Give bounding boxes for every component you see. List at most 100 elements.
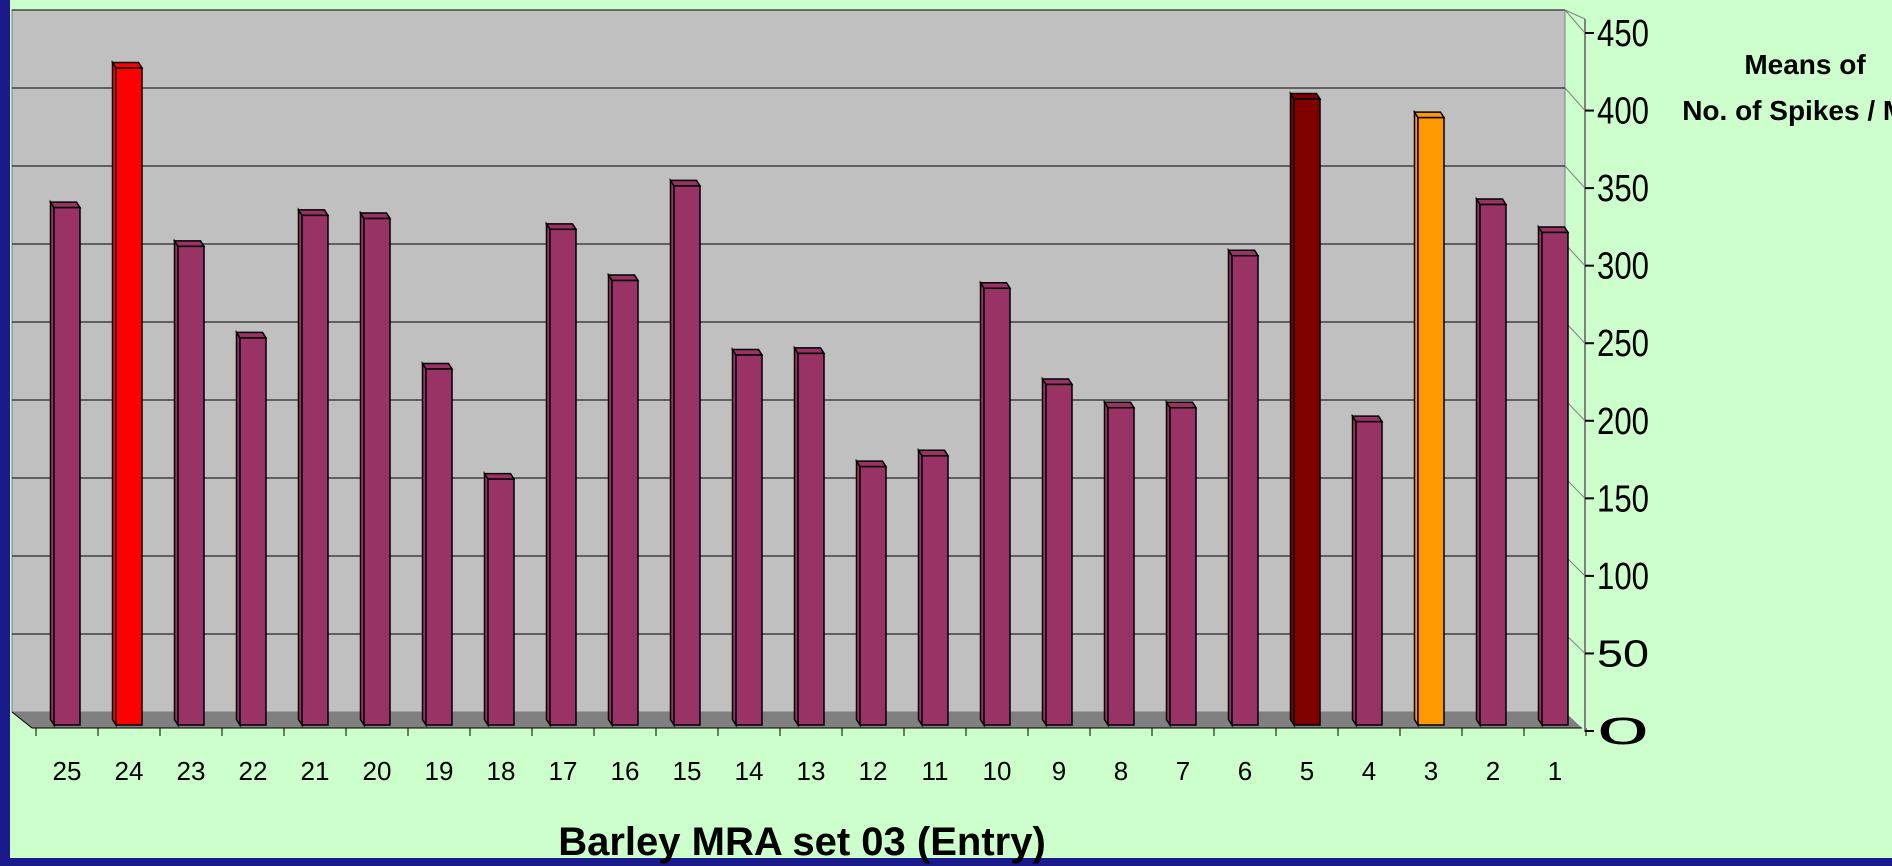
bar-top bbox=[297, 209, 330, 217]
bar-front bbox=[1293, 98, 1321, 726]
bar-1 bbox=[1537, 224, 1570, 728]
y-tick-label: 350 bbox=[1597, 168, 1649, 210]
x-tick-label: 18 bbox=[487, 756, 516, 786]
bar-top bbox=[235, 331, 268, 339]
bar-front bbox=[735, 354, 763, 726]
bar-9 bbox=[1041, 376, 1074, 728]
x-tick-label: 1 bbox=[1548, 756, 1562, 786]
bar-front bbox=[797, 352, 825, 726]
bar-17 bbox=[545, 221, 578, 728]
bar-front bbox=[1417, 116, 1445, 726]
bar-10 bbox=[979, 280, 1012, 728]
x-tick-label: 25 bbox=[53, 756, 82, 786]
bar-25 bbox=[49, 199, 82, 728]
x-tick-label: 6 bbox=[1238, 756, 1252, 786]
bar-7 bbox=[1165, 399, 1198, 728]
x-tick-label: 14 bbox=[735, 756, 764, 786]
x-tick-label: 2 bbox=[1486, 756, 1500, 786]
bar-front bbox=[1169, 406, 1197, 726]
bar-24 bbox=[111, 59, 144, 728]
bar-top bbox=[731, 348, 764, 356]
bar-13 bbox=[793, 345, 826, 728]
bar-front bbox=[487, 478, 515, 726]
bar-front bbox=[611, 279, 639, 726]
bar-top bbox=[793, 347, 826, 355]
x-axis: 25 24 23 22 21 20 19 18 17 16 15 14 13 12 11 10 9 8 7 6 5 4 3 2… bbox=[11, 711, 1587, 786]
x-tick-label: 15 bbox=[673, 756, 702, 786]
bar-top bbox=[483, 472, 516, 480]
x-axis-edge bbox=[11, 711, 33, 729]
bar-5 bbox=[1289, 90, 1322, 728]
bar-top bbox=[173, 240, 206, 248]
y-axis-title-line1: Means of bbox=[1744, 49, 1866, 80]
bar-top bbox=[669, 179, 702, 187]
x-tick-label: 10 bbox=[983, 756, 1012, 786]
bar-23 bbox=[173, 238, 206, 728]
bars bbox=[49, 59, 1570, 728]
bar-front bbox=[673, 185, 701, 726]
wall-edge bbox=[1564, 9, 1586, 20]
bar-top bbox=[979, 282, 1012, 290]
bar-front bbox=[549, 228, 577, 726]
bar-11 bbox=[917, 447, 950, 728]
bar-top bbox=[1103, 401, 1136, 409]
x-tick-label: 17 bbox=[549, 756, 578, 786]
bar-16 bbox=[607, 272, 640, 728]
bar-top bbox=[1351, 415, 1384, 423]
bar-top bbox=[917, 449, 950, 457]
bar-3 bbox=[1413, 109, 1446, 728]
bar-top bbox=[1227, 249, 1260, 257]
y-tick-label: 0 bbox=[1597, 711, 1649, 753]
y-tick-label: 150 bbox=[1597, 478, 1649, 520]
bar-top bbox=[421, 362, 454, 370]
bar-2 bbox=[1475, 196, 1508, 728]
bar-front bbox=[1107, 406, 1135, 726]
bar-14 bbox=[731, 346, 764, 728]
bar-22 bbox=[235, 329, 268, 728]
x-tick-label: 13 bbox=[797, 756, 826, 786]
x-tick-label: 8 bbox=[1114, 756, 1128, 786]
bar-front bbox=[177, 245, 205, 726]
y-tick-label: 200 bbox=[1597, 401, 1649, 443]
bar-15 bbox=[669, 177, 702, 728]
bar-top bbox=[1537, 226, 1570, 234]
y-tick-label: 450 bbox=[1597, 13, 1649, 55]
y-tick-label: 250 bbox=[1597, 323, 1649, 365]
bar-top bbox=[1475, 198, 1508, 206]
bar-top bbox=[1413, 111, 1446, 119]
bar-front bbox=[859, 465, 887, 726]
bar-4 bbox=[1351, 413, 1384, 728]
x-tick-label: 7 bbox=[1176, 756, 1190, 786]
x-tick-label: 21 bbox=[301, 756, 330, 786]
y-tick-label: 300 bbox=[1597, 246, 1649, 288]
bar-20 bbox=[359, 210, 392, 728]
gridline-side bbox=[1564, 87, 1586, 111]
bottom-frame-stripe bbox=[0, 858, 1892, 866]
x-tick-label: 24 bbox=[115, 756, 144, 786]
bar-21 bbox=[297, 207, 330, 728]
bar-top bbox=[545, 223, 578, 231]
bar-front bbox=[921, 455, 949, 726]
y-tick-label: 50 bbox=[1597, 633, 1649, 675]
x-tick-label: 19 bbox=[425, 756, 454, 786]
bar-front bbox=[983, 287, 1011, 726]
x-tick-label: 20 bbox=[363, 756, 392, 786]
y-axis: 0 50 100 150 200 250 300 350 400 450 bbox=[1564, 9, 1649, 753]
bar-top bbox=[49, 201, 82, 209]
x-tick-label: 9 bbox=[1052, 756, 1066, 786]
x-tick-label: 3 bbox=[1424, 756, 1438, 786]
x-tick-label: 12 bbox=[859, 756, 888, 786]
x-tick-label: 16 bbox=[611, 756, 640, 786]
bar-top bbox=[855, 460, 888, 468]
bar-top bbox=[359, 212, 392, 220]
bar-top bbox=[1165, 401, 1198, 409]
gridline-side bbox=[1564, 9, 1586, 34]
bar-front bbox=[115, 67, 143, 726]
bar-front bbox=[1231, 254, 1259, 726]
x-tick-label: 4 bbox=[1362, 756, 1376, 786]
bar-front bbox=[1355, 420, 1383, 726]
y-tick-label: 400 bbox=[1597, 91, 1649, 133]
y-axis-title-line2: No. of Spikes / M2 bbox=[1682, 95, 1892, 126]
bar-front bbox=[1045, 383, 1073, 726]
